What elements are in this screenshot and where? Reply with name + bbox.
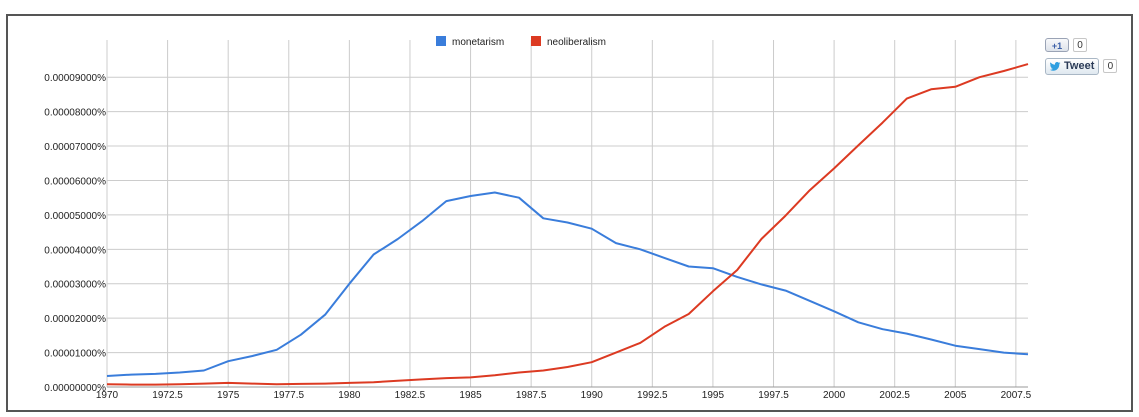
- x-tick-label: 1977.5: [273, 390, 304, 401]
- y-tick-label: 0.00008000%: [44, 108, 106, 119]
- series-line-monetarism: [106, 191, 1029, 377]
- x-axis-labels: 1970 1972.5 1975 1977.5 1980 1982.5 1985 1987.5…: [96, 390, 1032, 401]
- y-tick-label: 0.00002000%: [44, 314, 106, 325]
- x-tick-label: 1992.5: [637, 390, 668, 401]
- x-tick-label: 1990: [581, 390, 604, 401]
- legend-swatch-monetarism: [436, 36, 446, 46]
- series-line-neoliberalism: [106, 63, 1029, 386]
- chart-frame: [6, 14, 1133, 412]
- x-tick-label: 1972.5: [152, 390, 183, 401]
- tweet-row: Tweet 0: [1045, 57, 1135, 75]
- y-tick-label: 0.00004000%: [44, 245, 106, 256]
- plusone-row: +1 0: [1045, 37, 1135, 53]
- y-tick-label: 0.00001000%: [44, 349, 106, 360]
- series-lines: [106, 63, 1029, 386]
- x-tick-label: 2005: [944, 390, 967, 401]
- x-tick-label: 1975: [217, 390, 240, 401]
- x-tick-label: 1995: [702, 390, 725, 401]
- twitter-bird-icon: [1049, 61, 1061, 71]
- legend: monetarism neoliberalism: [436, 36, 606, 48]
- tweet-label: Tweet: [1064, 60, 1095, 72]
- x-tick-label: 2000: [823, 390, 846, 401]
- y-tick-label: 0.00003000%: [44, 280, 106, 291]
- x-tick-label: 1982.5: [395, 390, 426, 401]
- x-tick-label: 1970: [96, 390, 119, 401]
- y-axis-labels: 0.00000000% 0.00001000% 0.00002000% 0.00003…: [44, 73, 106, 394]
- x-tick-label: 1987.5: [516, 390, 547, 401]
- x-tick-label: 1997.5: [758, 390, 789, 401]
- plusone-button[interactable]: +1: [1045, 38, 1069, 52]
- x-tick-label: 2002.5: [879, 390, 910, 401]
- y-tick-label: 0.00006000%: [44, 176, 106, 187]
- plusone-count: 0: [1073, 38, 1087, 52]
- x-tick-label: 1985: [459, 390, 482, 401]
- legend-swatch-neoliberalism: [531, 36, 541, 46]
- tweet-count: 0: [1103, 59, 1118, 73]
- y-tick-label: 0.00009000%: [44, 73, 106, 84]
- y-tick-label: 0.00007000%: [44, 142, 106, 153]
- legend-label-neoliberalism: neoliberalism: [547, 37, 606, 48]
- grid: [106, 40, 1028, 388]
- tweet-button[interactable]: Tweet: [1045, 57, 1100, 75]
- legend-label-monetarism: monetarism: [452, 37, 504, 48]
- y-tick-label: 0.00005000%: [44, 211, 106, 222]
- x-tick-label: 1980: [338, 390, 361, 401]
- y-tick-label: 0.00000000%: [44, 383, 106, 394]
- social-buttons: +1 0 Tweet 0: [1045, 37, 1135, 75]
- x-tick-label: 2007.5: [1001, 390, 1032, 401]
